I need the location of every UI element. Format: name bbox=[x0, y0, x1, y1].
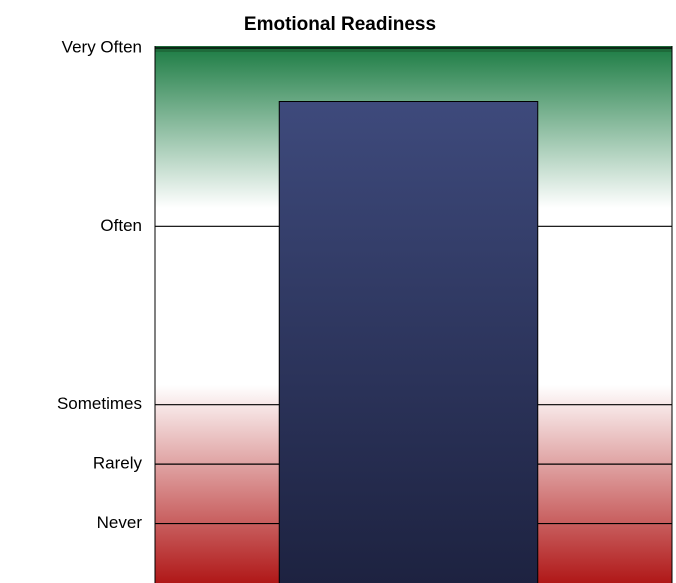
y-tick-label: Never bbox=[97, 513, 143, 532]
y-tick-label: Sometimes bbox=[57, 394, 142, 413]
y-tick-label: Often bbox=[100, 216, 142, 235]
bar bbox=[278, 101, 539, 583]
chart-title: Emotional Readiness bbox=[244, 14, 436, 35]
y-tick-label: Rarely bbox=[93, 454, 143, 473]
top-border bbox=[155, 46, 672, 52]
y-tick-label: Very Often bbox=[62, 37, 142, 56]
